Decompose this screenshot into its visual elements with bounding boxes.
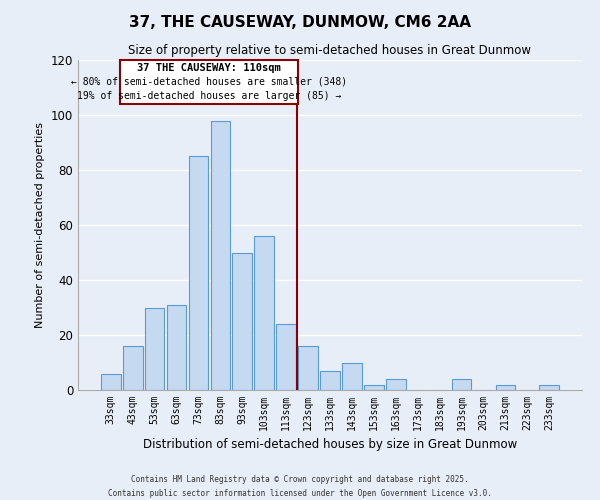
Bar (232, 252, 252, 390)
Bar (123, 346, 143, 390)
Bar (386, 379, 406, 390)
Y-axis label: Number of semi-detached properties: Number of semi-detached properties (35, 122, 45, 328)
Text: 37, THE CAUSEWAY, DUNMOW, CM6 2AA: 37, THE CAUSEWAY, DUNMOW, CM6 2AA (129, 15, 471, 30)
Text: 19% of semi-detached houses are larger (85) →: 19% of semi-detached houses are larger (… (77, 91, 341, 101)
Bar (452, 379, 472, 390)
Bar (145, 308, 164, 390)
Text: Contains HM Land Registry data © Crown copyright and database right 2025.
Contai: Contains HM Land Registry data © Crown c… (108, 476, 492, 498)
FancyBboxPatch shape (119, 60, 298, 104)
Bar (167, 304, 187, 390)
Bar (539, 384, 559, 390)
X-axis label: Distribution of semi-detached houses by size in Great Dunmow: Distribution of semi-detached houses by … (143, 438, 517, 452)
Text: 37 THE CAUSEWAY: 110sqm: 37 THE CAUSEWAY: 110sqm (137, 62, 281, 72)
Bar (496, 384, 515, 390)
Bar (342, 362, 362, 390)
Bar (254, 236, 274, 390)
Bar (320, 371, 340, 390)
Bar (364, 384, 384, 390)
Text: ← 80% of semi-detached houses are smaller (348): ← 80% of semi-detached houses are smalle… (71, 77, 347, 87)
Bar (101, 374, 121, 390)
Bar (298, 346, 318, 390)
Bar (211, 120, 230, 390)
Title: Size of property relative to semi-detached houses in Great Dunmow: Size of property relative to semi-detach… (128, 44, 532, 58)
Bar (276, 324, 296, 390)
Bar (188, 156, 208, 390)
